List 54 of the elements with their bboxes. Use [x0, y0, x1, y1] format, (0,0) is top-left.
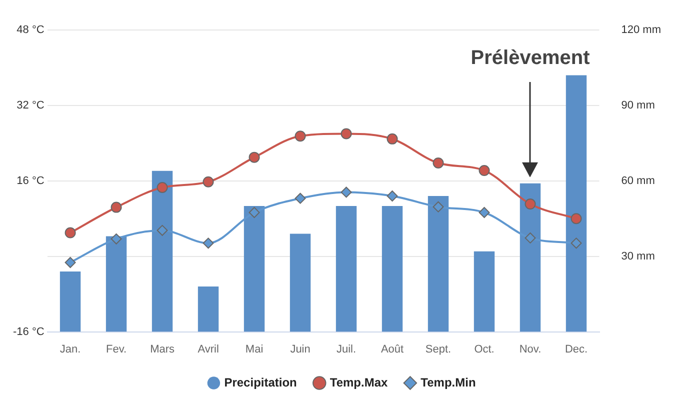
point: [524, 198, 536, 210]
point: [570, 238, 582, 249]
x-tick-label: Juil.: [336, 343, 356, 356]
y2-tick-label: 120 mm: [621, 24, 662, 36]
point: [386, 133, 398, 144]
x-tick-label: Mars: [150, 343, 176, 356]
x-tick-label: Nov.: [519, 343, 542, 356]
y2-tick-label: 60 mm: [621, 174, 655, 187]
point: [524, 232, 536, 244]
point: [156, 182, 168, 193]
point: [340, 186, 352, 198]
point: [64, 256, 76, 268]
y2-tick-label: 90 mm: [621, 99, 655, 112]
y-tick-label: 32 °C: [16, 99, 44, 112]
point: [202, 238, 214, 249]
y2-tick-label: 30 mm: [621, 250, 655, 262]
bar: [336, 206, 357, 332]
x-tick-label: Dec.: [564, 343, 588, 356]
point: [432, 157, 444, 168]
point: [386, 190, 398, 202]
x-tick-label: Mai: [245, 343, 264, 356]
legend-label: Precipitation: [224, 375, 297, 390]
point: [294, 192, 306, 204]
point: [478, 206, 490, 218]
point: [156, 224, 168, 236]
bar: [290, 234, 311, 332]
x-tick-label: Juin: [290, 343, 310, 356]
point: [570, 213, 582, 224]
x-tick-label: Sept.: [425, 343, 452, 356]
point: [64, 227, 76, 238]
y-tick-label: -16 °C: [12, 326, 44, 338]
point: [340, 128, 352, 140]
legend-label: Temp.Max: [330, 375, 388, 390]
point: [248, 152, 260, 163]
bar: [60, 271, 81, 332]
point: [110, 233, 122, 244]
x-tick-label: Fev.: [106, 343, 127, 356]
x-tick-label: Août: [380, 343, 404, 356]
legend-label: Temp.Min: [420, 375, 476, 390]
point: [478, 165, 490, 176]
point: [432, 201, 444, 212]
annotation: Prélèvement: [470, 47, 590, 69]
bar: [382, 206, 403, 332]
bar: [198, 286, 219, 332]
y-tick-label: 16 °C: [16, 174, 44, 187]
x-tick-label: Oct.: [474, 343, 494, 356]
point: [294, 130, 306, 142]
y-tick-label: 48 °C: [16, 24, 44, 36]
x-tick-label: Jan.: [60, 343, 81, 356]
point: [202, 176, 214, 188]
point: [248, 206, 260, 218]
point: [110, 202, 122, 213]
x-tick-label: Avril: [198, 343, 219, 356]
bar: [474, 251, 495, 332]
